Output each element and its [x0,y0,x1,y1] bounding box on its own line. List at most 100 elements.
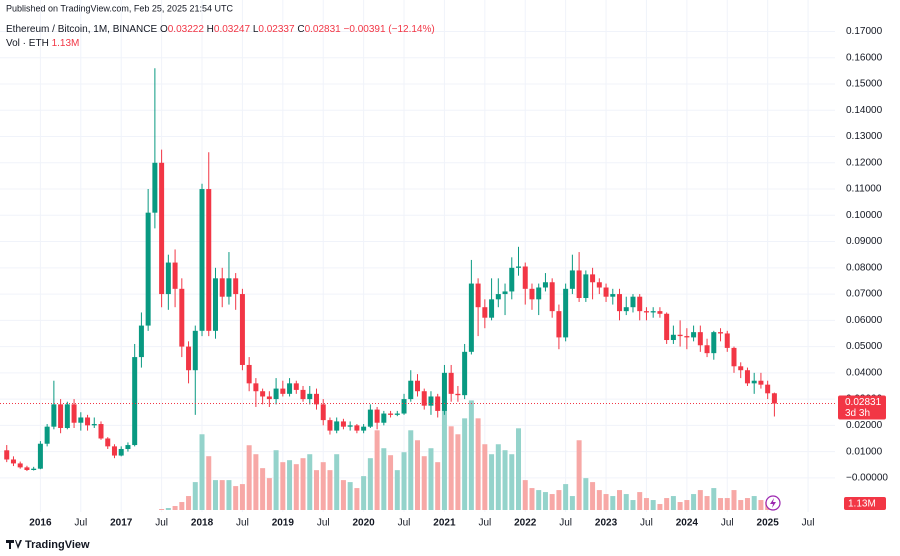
candle-body [664,313,670,341]
candle-body [596,282,602,288]
x-tick-label: 2018 [191,518,214,529]
volume-bar [320,462,326,510]
candle-body [684,336,690,338]
candle-body [347,425,353,427]
footer: TradingView [25,539,90,551]
volume-bar [590,482,596,510]
volume-bar [361,476,367,510]
candle-body [327,420,333,431]
volume-bar [293,464,299,510]
volume-bar [381,448,387,510]
legend-key: C [297,24,304,35]
candle-body [455,393,461,396]
footer-logo: TradingView [6,539,90,551]
candle-body [542,282,548,288]
y-tick-label: 0.05000 [846,341,883,352]
volume-bar [226,480,232,510]
candle-body [354,425,360,431]
volume-bar [327,470,333,510]
volume-bar [421,456,427,510]
candle-body [441,372,447,411]
volume-bar [206,456,212,510]
legend-volume-name: Vol · ETH [6,38,49,49]
candle-body [516,266,522,268]
y-tick-label: 0.17000 [846,26,883,37]
volume-bar [569,496,575,510]
volume-bar [563,484,569,510]
candle-body [287,383,293,394]
y-tick-label: 0.01000 [846,446,883,457]
candle-body [468,283,474,352]
candle-body [529,288,535,300]
candle-body [233,278,239,295]
candle-body [502,291,508,295]
candle-body [10,459,16,464]
candle-body [758,380,764,385]
volume-bar [677,502,683,510]
candle-body [91,424,97,426]
candle-body [765,384,771,394]
volume-bar [172,506,178,510]
x-tick-label: Jul [721,518,734,529]
candle-body [738,366,744,371]
volume-bar [576,440,582,510]
y-tick-label: 0.15000 [846,79,883,90]
volume-bar [307,454,313,510]
volume-bar [711,488,717,510]
candle-body [212,278,218,331]
volume-bar [273,450,279,510]
volume-bar [388,455,394,510]
candle-body [623,307,629,312]
x-tick-label: 2016 [29,518,52,529]
x-tick-label: 2023 [595,518,618,529]
candle-body [590,274,596,283]
candle-body [334,421,340,431]
candle-body [367,409,373,427]
candle-body [522,266,528,289]
volume-bar [522,480,528,510]
candle-body [58,404,64,428]
legend-key: H [207,24,214,35]
candle-body [428,396,434,406]
candle-body [401,399,407,414]
candle-body [165,262,171,295]
candle-body [697,332,703,346]
candle-body [421,391,427,406]
candle-body [219,278,225,297]
candle-body [159,162,165,295]
volume-bar [287,460,293,510]
volume-bar [280,462,286,510]
candle-body [489,299,495,318]
x-tick-label: 2021 [433,518,456,529]
candle-body [583,274,589,299]
volume-bar [529,488,535,510]
legend-change: −0.00391 (−12.14%) [344,24,435,35]
candle-body [253,383,259,392]
volume-bar [266,478,272,510]
candle-body [85,417,91,426]
candle-body [239,294,245,365]
candle-body [724,333,730,348]
volume-bar [643,498,649,510]
candle-body [320,404,326,421]
volume-box [844,497,886,510]
volume-bar [549,494,555,510]
y-tick-label: 0.11000 [846,184,882,195]
candle-body [44,426,50,444]
volume-bar [724,498,730,510]
volume-bar [415,440,420,510]
volume-bar [744,498,750,510]
volume-bar [165,508,171,510]
volume-bar [489,454,495,510]
y-tick-label: 0.04000 [846,367,883,378]
volume-bar [650,500,656,510]
candle-body [78,417,84,423]
volume-bar [448,426,454,510]
candle-body [617,294,623,312]
x-tick-label: Jul [802,518,815,529]
candle-body [307,393,313,400]
candle-body [125,445,131,449]
candle-body [677,334,683,337]
